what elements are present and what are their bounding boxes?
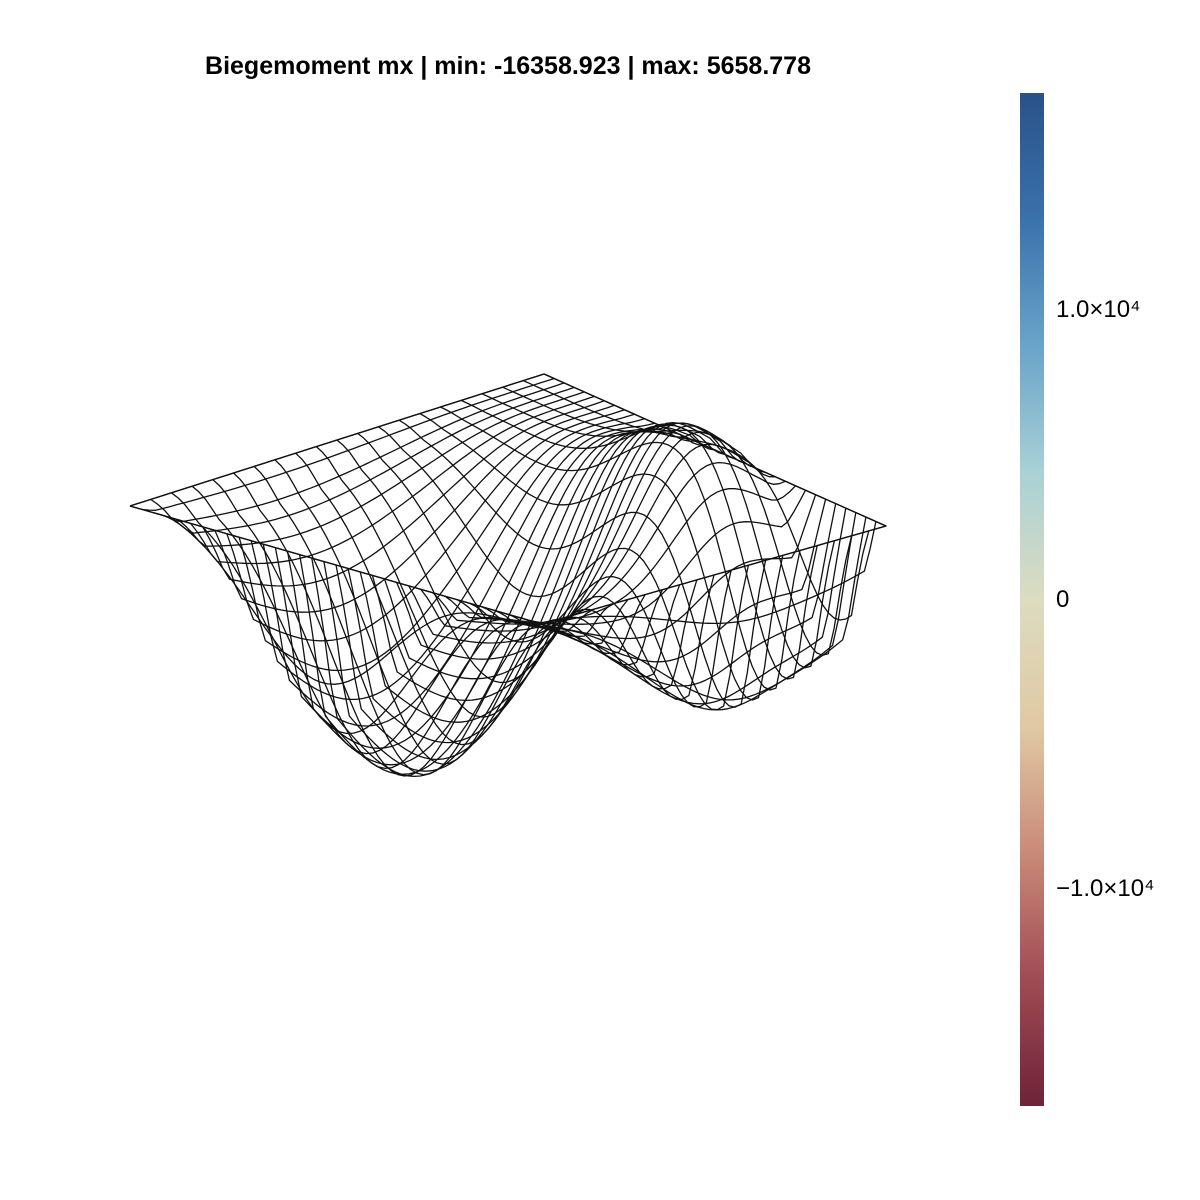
colorbar-tick-label: 0 — [1056, 585, 1070, 613]
mesh-line-v — [357, 432, 732, 708]
mesh-line-u — [214, 404, 615, 613]
mesh-line-u — [311, 430, 695, 778]
mesh-line-u — [323, 428, 705, 772]
mesh-line-v — [502, 386, 853, 656]
colorbar-tick-label: −1.0×10⁴ — [1056, 874, 1155, 902]
wireframe-mesh — [129, 373, 887, 778]
mesh-line-v — [315, 446, 698, 718]
mesh-line-u — [166, 386, 575, 534]
mesh-line-v — [440, 406, 801, 691]
surface-plot — [129, 373, 887, 778]
colorbar — [1020, 93, 1044, 1106]
mesh-line-v — [378, 426, 750, 711]
mesh-line-u — [505, 512, 857, 711]
mesh-line-v — [398, 419, 767, 708]
mesh-line-v — [336, 439, 715, 701]
mesh-line-v — [481, 393, 836, 669]
mesh-line-v — [295, 452, 681, 746]
mesh-line-v — [419, 413, 784, 701]
mesh-line-u — [190, 395, 595, 565]
plate-rim — [129, 373, 887, 625]
mesh-line-v — [253, 465, 646, 776]
mesh-line-v — [523, 380, 870, 621]
colorbar-tick-label: 1.0×10⁴ — [1056, 296, 1141, 324]
mesh-line-v — [274, 459, 663, 765]
mesh-line-u — [335, 425, 716, 761]
chart-title: Biegemoment mx | min: -16358.923 | max: … — [205, 52, 811, 80]
mesh-line-u — [202, 400, 605, 587]
mesh-line-v — [150, 498, 560, 685]
mesh-line-v — [171, 492, 577, 735]
mesh-line-u — [517, 516, 867, 701]
mesh-line-v — [191, 485, 594, 755]
